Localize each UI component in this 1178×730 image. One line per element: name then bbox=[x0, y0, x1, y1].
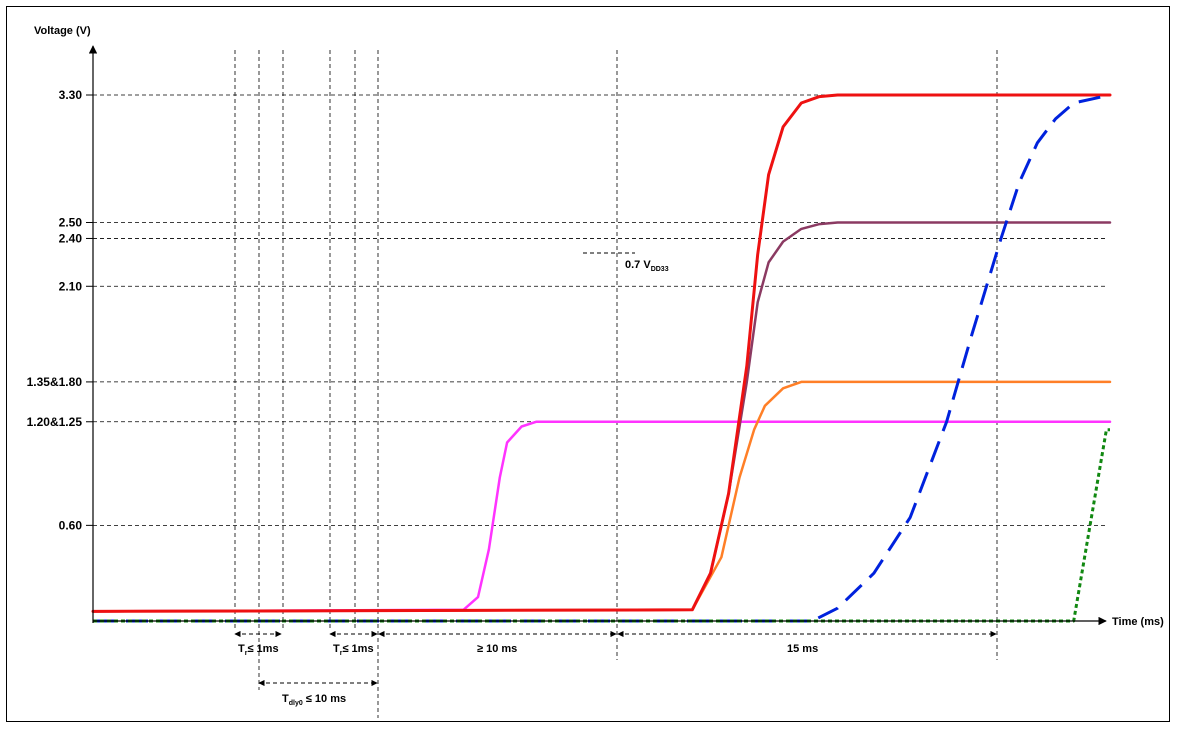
tr1-label: Tr≤ 1ms bbox=[238, 643, 279, 657]
chart-frame bbox=[6, 6, 1170, 722]
y-tick-label: 2.40 bbox=[59, 231, 83, 245]
series-line-0 bbox=[91, 420, 1112, 613]
x-axis-title: Time (ms) bbox=[1112, 616, 1164, 628]
tdly-label: Tdly0 ≤ 10 ms bbox=[282, 693, 346, 707]
series-line-1 bbox=[91, 380, 1112, 613]
v07-label: 0.7 VDD33 bbox=[625, 259, 669, 273]
y-tick-label: 1.35&1.80 bbox=[27, 375, 83, 389]
y-tick-label: 2.50 bbox=[59, 216, 83, 230]
y-axis-title: Voltage (V) bbox=[34, 25, 91, 37]
series-line-2 bbox=[91, 221, 1112, 613]
series-line-4 bbox=[93, 93, 1111, 623]
y-tick-label: 0.60 bbox=[59, 518, 83, 532]
y-tick-label: 2.10 bbox=[59, 279, 83, 293]
y-tick-label: 1.20&1.25 bbox=[27, 415, 83, 429]
tr2-label: Tr≤ 1ms bbox=[333, 643, 374, 657]
series-line-3 bbox=[91, 93, 1112, 613]
ge10-label: ≥ 10 ms bbox=[477, 643, 517, 655]
ms15-label: 15 ms bbox=[787, 643, 818, 655]
y-tick-label: 3.30 bbox=[59, 88, 83, 102]
